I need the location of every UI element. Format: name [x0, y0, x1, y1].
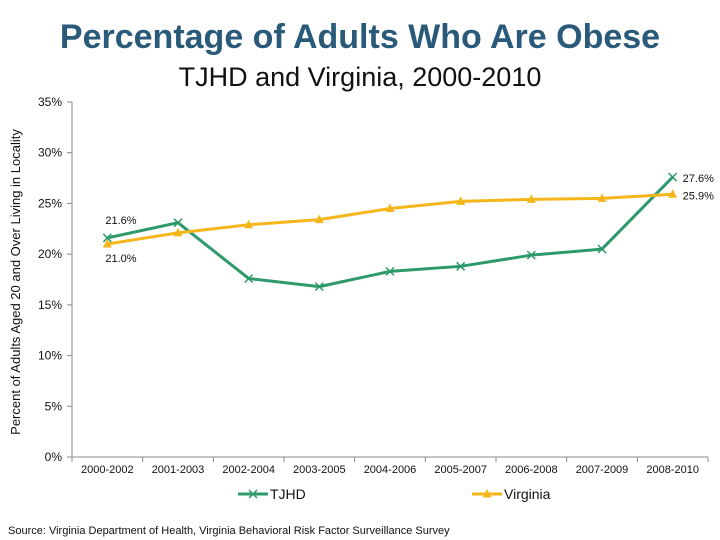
data-label: 27.6% — [683, 173, 714, 185]
x-marker — [102, 233, 112, 243]
y-tick-label: 5% — [45, 399, 63, 413]
legend-entry: Virginia — [504, 486, 551, 502]
legend: TJHD Virginia — [238, 486, 551, 502]
x-marker — [248, 489, 258, 499]
source-note: Source: Virginia Department of Health, V… — [8, 525, 450, 537]
y-axis-label: Percent of Adults Aged 20 and Over Livin… — [8, 129, 23, 435]
x-tick-label: 2003-2005 — [293, 464, 346, 476]
y-tick-label: 35% — [38, 95, 62, 109]
triangle-marker — [102, 239, 112, 248]
triangle-marker — [526, 194, 536, 203]
y-tick-label: 25% — [38, 196, 62, 210]
x-tick-label: 2006-2008 — [505, 464, 558, 476]
x-marker — [244, 273, 254, 284]
data-labels: 21.6% 21.0% 27.6% 25.9% — [105, 173, 714, 265]
y-tick-label: 15% — [38, 298, 62, 312]
triangle-marker — [385, 203, 395, 212]
data-label: 21.0% — [105, 253, 136, 265]
triangle-marker — [173, 227, 183, 237]
x-tick-label: 2007-2009 — [576, 464, 629, 476]
x-marker — [597, 244, 607, 254]
legend-entry: TJHD — [270, 486, 306, 502]
x-tick-label: 2000-2002 — [81, 464, 134, 476]
markers — [102, 172, 678, 292]
y-tick-label: 30% — [38, 146, 62, 160]
data-label: 25.9% — [683, 190, 714, 202]
triangle-marker — [482, 489, 492, 498]
chart-subtitle: TJHD and Virginia, 2000-2010 — [178, 62, 542, 92]
triangle-marker — [456, 196, 466, 205]
y-tick-label: 20% — [38, 247, 62, 261]
x-tick-label: 2001-2003 — [152, 464, 205, 476]
x-tick-label: 2008-2010 — [646, 464, 699, 476]
axes: 0% 5% 10% 15% 20% 25% 30% 35% 2000-2002 2001-2003… — [38, 95, 709, 476]
x-tick-label: 2004-2006 — [364, 464, 417, 476]
y-tick-label: 10% — [38, 349, 62, 363]
x-marker — [314, 282, 324, 292]
x-tick-label: 2002-2004 — [222, 464, 275, 476]
series-lines — [107, 176, 674, 289]
triangle-marker — [668, 189, 678, 198]
triangle-marker — [244, 219, 254, 229]
x-marker — [668, 172, 678, 182]
series-line-virginia — [107, 192, 673, 246]
x-marker — [173, 218, 183, 228]
x-marker — [526, 250, 536, 260]
triangle-marker — [314, 214, 324, 224]
x-marker — [385, 266, 395, 276]
data-label: 21.6% — [105, 215, 136, 227]
x-marker — [456, 261, 466, 271]
triangle-marker — [597, 193, 607, 202]
x-tick-label: 2005-2007 — [434, 464, 487, 476]
chart-title: Percentage of Adults Who Are Obese — [59, 18, 661, 56]
y-tick-label: 0% — [45, 450, 63, 464]
